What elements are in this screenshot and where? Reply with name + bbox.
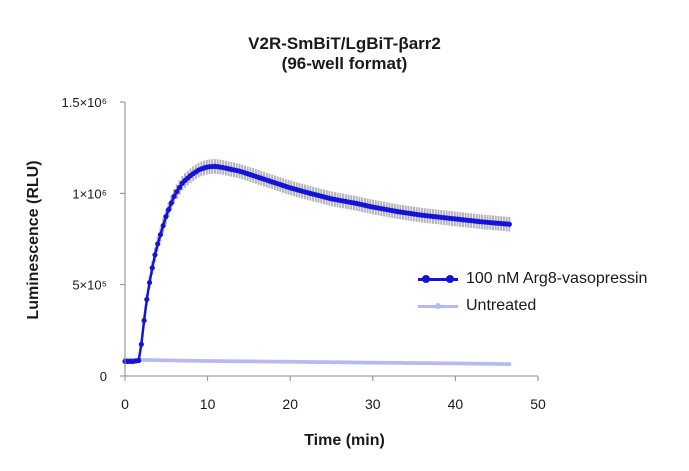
- axes-layer: 0 10 20 30 40 50 0 5×10⁵ 1×10⁶ 1.5×10⁶: [62, 95, 546, 412]
- legend-swatch-avp: [418, 272, 458, 286]
- series-avp-point: [136, 357, 142, 364]
- series-avp-point: [166, 207, 172, 213]
- legend-swatch-untreated: [418, 299, 458, 313]
- x-tick-label: 20: [282, 396, 298, 412]
- y-tick-label: 1×10⁶: [72, 186, 107, 201]
- x-axis-label: Time (min): [304, 432, 385, 449]
- x-tick-label: 0: [121, 396, 129, 412]
- legend-label-avp: 100 nM Arg8-vasopressin: [466, 270, 648, 287]
- series-untreated-point: [507, 362, 512, 367]
- y-axis-label: Luminescence (RLU): [25, 160, 42, 320]
- error-band-layer: [124, 159, 511, 364]
- x-tick-label: 40: [448, 396, 464, 412]
- x-tick-label: 30: [365, 396, 381, 412]
- series-avp-point: [163, 214, 169, 220]
- series-layer: [122, 163, 512, 367]
- series-avp-point: [176, 184, 183, 191]
- series-avp-point: [155, 241, 161, 247]
- series-avp-point: [506, 221, 512, 227]
- series-avp-point: [160, 223, 166, 229]
- series-avp-point: [171, 193, 177, 199]
- legend: 100 nM Arg8-vasopressin Untreated: [418, 268, 647, 322]
- chart-title-line-2: (96-well format): [281, 54, 408, 73]
- series-avp-point: [152, 252, 158, 258]
- series-avp-point: [138, 341, 144, 347]
- chart-title-line-1: V2R-SmBiT/LgBiT-βarr2: [248, 34, 441, 53]
- legend-item-avp: 100 nM Arg8-vasopressin: [418, 268, 647, 290]
- y-tick-label: 0: [100, 369, 107, 384]
- series-avp-point: [146, 279, 153, 286]
- series-avp-point: [168, 200, 174, 206]
- series-avp-point: [149, 265, 155, 271]
- x-tick-label: 10: [200, 396, 216, 412]
- legend-label-untreated: Untreated: [466, 297, 537, 314]
- series-avp-point: [157, 232, 164, 238]
- series-avp-point: [144, 296, 150, 303]
- y-tick-label: 5×10⁵: [72, 278, 107, 293]
- x-tick-label: 50: [530, 396, 546, 412]
- y-tick-label: 1.5×10⁶: [62, 95, 107, 110]
- series-avp-point: [141, 317, 147, 324]
- series-avp-point: [174, 189, 180, 195]
- legend-item-untreated: Untreated: [418, 295, 647, 317]
